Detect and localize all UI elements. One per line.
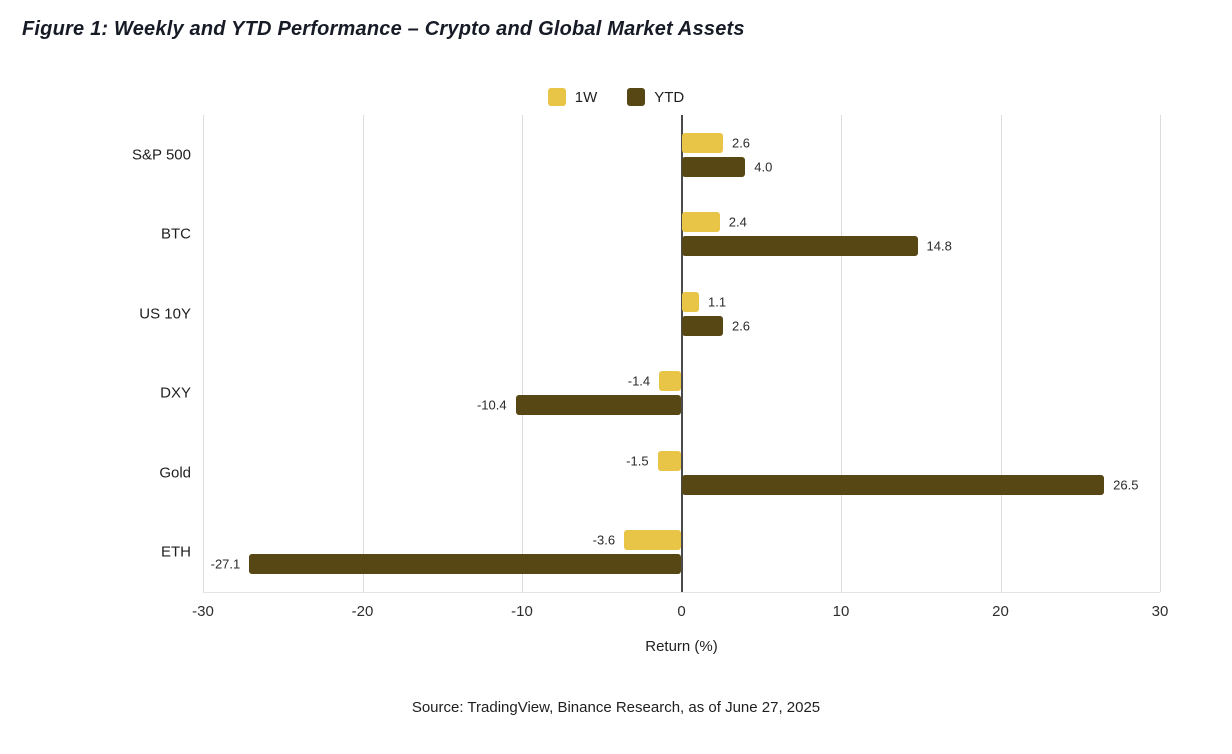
category-label-dxy: DXY [160,384,191,402]
source-note: Source: TradingView, Binance Research, a… [411,699,821,716]
value-label: -27.1 [210,556,241,572]
bar-1w-gold [657,450,682,471]
value-label: 14.8 [926,238,952,254]
legend-item-1w: 1W [547,88,598,106]
gridline [841,115,842,592]
x-axis: -30 -20 -10 0 10 20 30 [192,603,1168,623]
bar-1w-btc [681,212,720,233]
gridline [203,115,204,592]
category-label-btc: BTC [161,225,191,243]
bar-ytd-dxy [515,395,682,416]
x-tick-label: -30 [192,603,214,620]
value-label: 2.6 [731,318,751,334]
value-label: 26.5 [1113,477,1139,493]
value-label: -10.4 [476,397,507,413]
legend-swatch-1w [547,88,566,106]
x-tick-label: -10 [511,603,533,620]
x-tick-label: 30 [1151,603,1169,620]
chart-legend: 1W YTD [0,88,1232,106]
bar-ytd-gold [681,474,1105,495]
figure-title: Figure 1: Weekly and YTD Performance – C… [22,18,745,40]
value-label: 2.6 [731,135,751,151]
zero-axis-line [680,115,683,592]
gridline [522,115,523,592]
category-label-s-p-500: S&P 500 [132,146,191,164]
x-tick-label: -20 [351,603,374,620]
category-label-gold: Gold [159,464,191,482]
value-label: -1.5 [626,453,649,469]
value-label: -3.6 [592,532,616,548]
x-tick-label: 10 [832,603,850,620]
value-label: 4.0 [754,159,773,175]
bar-1w-dxy [659,371,682,392]
bar-ytd-btc [681,236,918,257]
gridline [1160,115,1161,592]
bar-1w-eth [624,530,682,551]
bar-ytd-us-10y [681,315,723,336]
bar-1w-us-10y [681,291,700,312]
legend-swatch-ytd [627,88,646,106]
legend-label: YTD [654,88,685,106]
bar-ytd-eth [249,554,682,575]
category-label-us-10y: US 10Y [139,305,191,323]
value-label: 2.4 [728,214,747,230]
gridline [1000,115,1002,592]
value-label: 1.1 [708,294,727,310]
category-label-eth: ETH [161,543,191,561]
value-label: -1.4 [627,373,651,389]
x-axis-label: Return (%) [645,638,718,655]
bar-ytd-s-p-500 [681,156,746,177]
x-tick-label: 0 [677,603,686,620]
x-tick-label: 20 [992,603,1009,620]
chart-plot-area: S&P 500 2.6 4.0 BTC 2.4 14.8 US 10Y 1.1 2.6 DXY -1… [132,115,1161,593]
legend-label: 1W [574,88,598,106]
legend-item-ytd: YTD [627,88,684,106]
gridline [362,115,364,592]
bar-1w-s-p-500 [681,132,723,153]
